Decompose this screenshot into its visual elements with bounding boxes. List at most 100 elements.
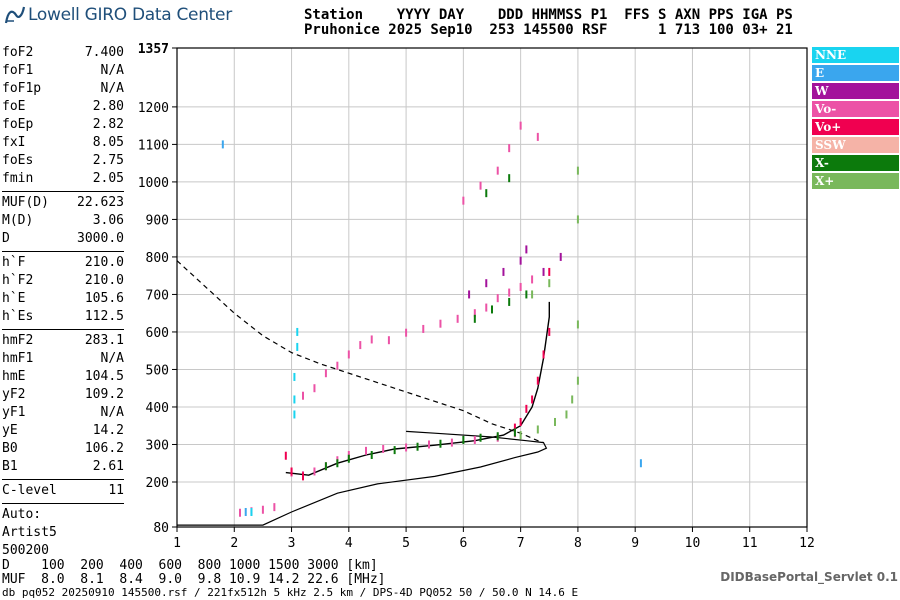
- data-point: [468, 290, 471, 299]
- y-tick-label: 300: [146, 438, 169, 453]
- param-value: 14.2: [92, 423, 124, 438]
- data-point: [548, 327, 551, 336]
- header-line-1: Station YYYY DAY DDD HHMMSS P1 FFS S AXN…: [304, 7, 793, 23]
- data-point: [536, 376, 539, 385]
- param-row: B1 2.61: [2, 458, 124, 476]
- header-line-2: Pruhonice 2025 Sep10 253 145500 RSF 1 71…: [304, 22, 793, 38]
- param-row: C-level 11: [2, 482, 124, 500]
- x-tick-label: 11: [742, 536, 758, 551]
- x-tick-label: 2: [230, 536, 238, 551]
- param-value: 105.6: [84, 291, 124, 306]
- param-value: 8.05: [92, 135, 124, 150]
- data-point: [416, 442, 419, 451]
- x-tick-label: 9: [631, 536, 639, 551]
- param-key: h`F2: [2, 273, 34, 288]
- param-value: 7.400: [84, 45, 124, 60]
- data-point: [576, 320, 579, 329]
- data-point: [347, 454, 350, 463]
- param-key: yF1: [2, 405, 26, 420]
- data-point: [336, 456, 339, 465]
- param-separator: [2, 329, 124, 330]
- data-point: [525, 245, 528, 254]
- data-point: [576, 166, 579, 175]
- param-row: hmE 104.5: [2, 368, 124, 386]
- autoscaling-label: Artist5: [2, 525, 57, 540]
- param-key: B1: [2, 459, 18, 474]
- autoscaling-label: 500200: [2, 543, 49, 558]
- data-point: [542, 350, 545, 359]
- data-point: [525, 290, 528, 299]
- x-tick-label: 6: [459, 536, 467, 551]
- data-point: [531, 290, 534, 299]
- data-point: [576, 376, 579, 385]
- plot-frame: [176, 47, 808, 528]
- data-point: [456, 314, 459, 323]
- param-row: yE 14.2: [2, 422, 124, 440]
- data-point: [565, 410, 568, 419]
- data-point: [519, 417, 522, 426]
- param-key: D: [2, 231, 10, 246]
- giro-logo-icon: [4, 6, 26, 24]
- param-row: foF1 N/A: [2, 62, 124, 80]
- data-point: [405, 443, 408, 452]
- data-point: [559, 252, 562, 261]
- param-value: 2.05: [92, 171, 124, 186]
- data-point: [405, 328, 408, 337]
- data-point: [485, 279, 488, 288]
- param-row: fxI 8.05: [2, 134, 124, 152]
- param-key: yF2: [2, 387, 26, 402]
- param-key: hmE: [2, 369, 26, 384]
- data-point: [293, 372, 296, 381]
- param-separator: [2, 191, 124, 192]
- param-value: 3.06: [92, 213, 124, 228]
- param-key: foEs: [2, 153, 34, 168]
- data-point: [513, 428, 516, 437]
- data-point: [496, 166, 499, 175]
- data-point: [239, 508, 241, 517]
- data-point: [508, 144, 511, 153]
- y-tick-label: 1000: [138, 176, 169, 191]
- data-point: [548, 279, 551, 288]
- param-value: N/A: [100, 81, 124, 96]
- y-tick-label: 400: [146, 401, 169, 416]
- x-tick-label: 12: [799, 536, 815, 551]
- data-point: [324, 462, 327, 471]
- muf-curve-dashed: [176, 260, 544, 444]
- data-point: [519, 282, 522, 291]
- data-point: [496, 432, 499, 441]
- data-point: [496, 433, 499, 442]
- param-value: 283.1: [84, 333, 124, 348]
- data-point: [485, 189, 488, 198]
- data-point: [450, 438, 453, 447]
- data-point: [462, 196, 465, 205]
- data-point: [293, 410, 296, 419]
- data-point: [508, 288, 511, 297]
- y-tick-label: 600: [146, 326, 169, 341]
- y-tick-label: 800: [146, 251, 169, 266]
- data-point: [284, 451, 287, 460]
- data-point: [531, 275, 534, 284]
- data-point: [531, 395, 534, 404]
- param-row: M(D) 3.06: [2, 212, 124, 230]
- data-point: [473, 314, 476, 323]
- param-key: h`E: [2, 291, 26, 306]
- param-row: foEp 2.82: [2, 116, 124, 134]
- x-tick-label: 3: [288, 536, 296, 551]
- data-point: [290, 467, 293, 476]
- data-point: [302, 471, 304, 480]
- data-point: [439, 319, 442, 328]
- data-point: [519, 256, 522, 265]
- data-point: [324, 462, 327, 471]
- data-point: [250, 507, 253, 516]
- data-point: [439, 439, 442, 448]
- param-key: fmin: [2, 171, 34, 186]
- y-tick-label: 700: [146, 288, 169, 303]
- data-point: [296, 327, 299, 336]
- data-point: [513, 423, 516, 432]
- y-tick-label: 1357: [138, 42, 169, 57]
- data-point: [473, 435, 476, 444]
- data-point: [536, 425, 539, 434]
- param-row: B0 106.2: [2, 440, 124, 458]
- y-tick-label: 900: [146, 213, 169, 228]
